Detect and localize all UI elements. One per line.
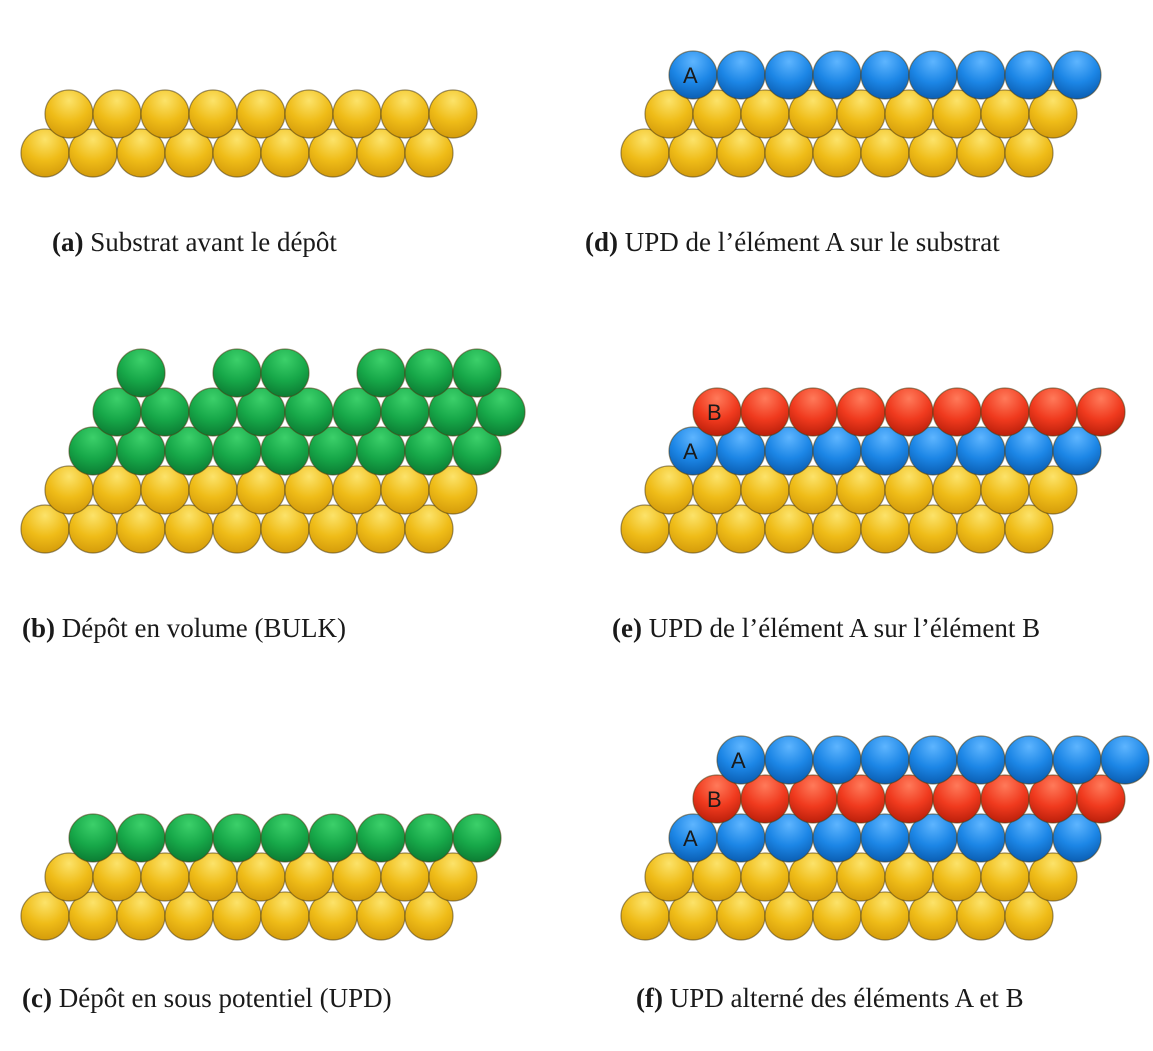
atom-label: A	[683, 439, 698, 464]
caption-tag-d: (d)	[585, 227, 618, 257]
caption-tag-b: (b)	[22, 613, 55, 643]
substrate-row-atom	[404, 128, 454, 178]
element_b-row-atom	[740, 387, 790, 437]
bulk-row-atom	[164, 813, 214, 863]
substrate-row-atom	[1004, 128, 1054, 178]
element_a-row-atom	[1052, 813, 1102, 863]
caption-panel-a: (a) Substrat avant le dépôt	[52, 227, 337, 258]
bulk-island-atom	[116, 348, 166, 398]
caption-text-e: UPD de l’élément A sur l’élément B	[648, 613, 1041, 643]
caption-text-b: Dépôt en volume (BULK)	[61, 613, 346, 643]
bulk-row-atom	[68, 813, 118, 863]
bulk-island-atom	[212, 348, 262, 398]
element_b-row-atom	[788, 387, 838, 437]
substrate-row-atom	[404, 504, 454, 554]
caption-panel-b: (b) Dépôt en volume (BULK)	[22, 613, 346, 644]
substrate-row-atom	[1028, 89, 1078, 139]
substrate-row-atom	[284, 89, 334, 139]
substrate-row-atom	[236, 89, 286, 139]
element_a-row-atom	[1052, 50, 1102, 100]
element_a-row-atom	[716, 50, 766, 100]
element_a-row-atom	[812, 50, 862, 100]
element_a-row-atom	[956, 50, 1006, 100]
atom-label: A	[731, 748, 746, 773]
element_a-row-atom	[1052, 426, 1102, 476]
panel-f-atoms: ABA	[620, 735, 1150, 941]
substrate-row-atom	[428, 89, 478, 139]
panel-b-atoms	[20, 348, 526, 554]
bulk-row-atom	[452, 813, 502, 863]
caption-panel-f: (f) UPD alterné des éléments A et B	[636, 983, 1024, 1014]
substrate-row-atom	[1004, 504, 1054, 554]
substrate-row-atom	[428, 465, 478, 515]
element_a-row-atom	[860, 735, 910, 785]
element_b-row-atom	[1028, 387, 1078, 437]
element_b-row-atom	[884, 387, 934, 437]
substrate-row-atom	[1028, 465, 1078, 515]
panel-e-atoms: AB	[620, 387, 1126, 554]
substrate-row-atom	[404, 891, 454, 941]
atom-label: B	[707, 400, 722, 425]
panel-c-atoms	[20, 813, 502, 941]
bulk-row-atom	[308, 813, 358, 863]
caption-panel-c: (c) Dépôt en sous potentiel (UPD)	[22, 983, 392, 1014]
bulk-island-atom	[356, 348, 406, 398]
bulk-island-atom	[404, 348, 454, 398]
bulk-row-atom	[116, 813, 166, 863]
caption-tag-a: (a)	[52, 227, 84, 257]
element_a-row-atom	[860, 50, 910, 100]
element_a-row-atom	[1004, 735, 1054, 785]
bulk-island-atom	[452, 348, 502, 398]
caption-tag-f: (f)	[636, 983, 663, 1013]
atom-label: A	[683, 63, 698, 88]
atom-label: A	[683, 826, 698, 851]
caption-text-f: UPD alterné des éléments A et B	[669, 983, 1024, 1013]
bulk-row-atom	[260, 813, 310, 863]
atom-label: B	[707, 787, 722, 812]
element_a-row-atom	[1100, 735, 1150, 785]
substrate-row-atom	[332, 89, 382, 139]
bulk-row-atom	[212, 813, 262, 863]
caption-tag-e: (e)	[612, 613, 642, 643]
element_b-row-atom	[1076, 387, 1126, 437]
caption-panel-d: (d) UPD de l’élément A sur le substrat	[585, 227, 1000, 258]
element_a-row-atom	[764, 50, 814, 100]
substrate-row-atom	[92, 89, 142, 139]
bulk-row-atom	[476, 387, 526, 437]
substrate-row-atom	[1028, 852, 1078, 902]
bulk-row-atom	[452, 426, 502, 476]
substrate-row-atom	[1004, 891, 1054, 941]
element_b-row-atom	[1076, 774, 1126, 824]
bulk-row-atom	[404, 813, 454, 863]
element_a-row-atom	[764, 735, 814, 785]
caption-tag-c: (c)	[22, 983, 52, 1013]
caption-panel-e: (e) UPD de l’élément A sur l’élément B	[612, 613, 1040, 644]
caption-text-c: Dépôt en sous potentiel (UPD)	[58, 983, 392, 1013]
panel-d-atoms: A	[620, 50, 1102, 178]
element_a-row-atom	[1004, 50, 1054, 100]
element_a-row-atom	[908, 50, 958, 100]
substrate-row-atom	[188, 89, 238, 139]
element_a-row-atom	[812, 735, 862, 785]
bulk-row-atom	[356, 813, 406, 863]
caption-text-a: Substrat avant le dépôt	[90, 227, 337, 257]
element_a-row-atom	[908, 735, 958, 785]
substrate-row-atom	[140, 89, 190, 139]
panel-a-atoms	[20, 89, 478, 178]
substrate-row-atom	[44, 89, 94, 139]
substrate-row-atom	[380, 89, 430, 139]
element_b-row-atom	[980, 387, 1030, 437]
substrate-row-atom	[428, 852, 478, 902]
bulk-island-atom	[260, 348, 310, 398]
caption-text-d: UPD de l’élément A sur le substrat	[624, 227, 1000, 257]
element_a-row-atom	[1052, 735, 1102, 785]
element_a-row-atom	[956, 735, 1006, 785]
element_b-row-atom	[836, 387, 886, 437]
element_b-row-atom	[932, 387, 982, 437]
